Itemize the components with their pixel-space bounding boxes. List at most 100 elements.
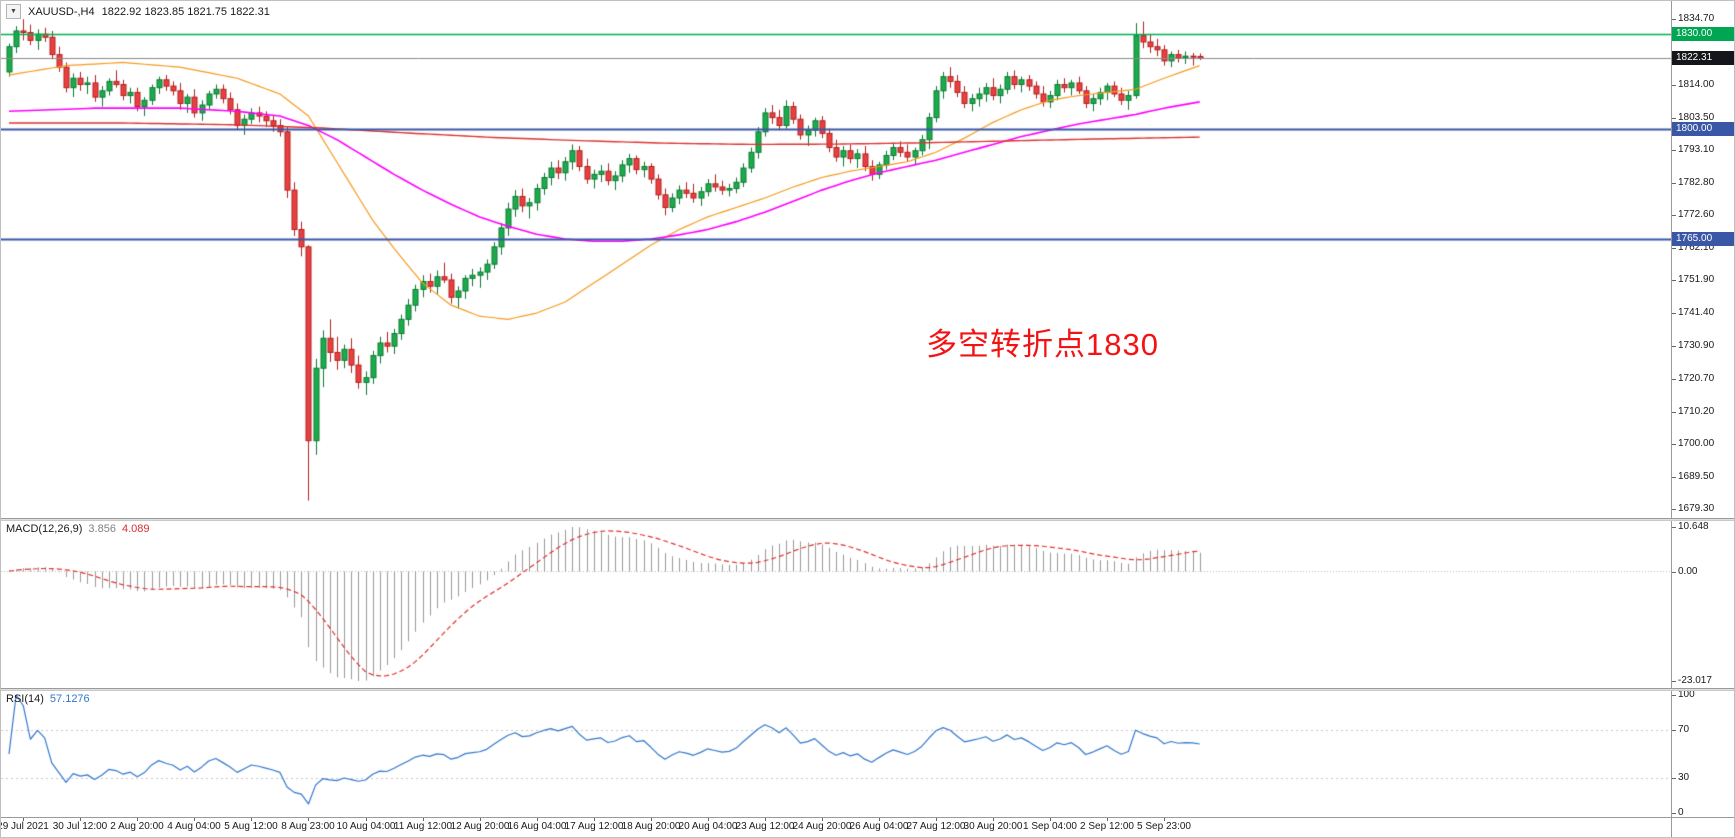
rsi-indicator-canvas[interactable] xyxy=(1,691,1671,817)
time-axis-label: 2 Aug 20:00 xyxy=(110,821,164,832)
price-tick-label: 1793.10 xyxy=(1678,144,1715,155)
price-tick-label: 1772.60 xyxy=(1678,209,1715,220)
rsi-axis-label: 30 xyxy=(1678,772,1690,783)
macd-axis-label: 0.00 xyxy=(1678,566,1698,577)
macd-signal-value: 4.089 xyxy=(121,523,150,535)
macd-tick-dash xyxy=(1671,527,1676,528)
time-axis-tick xyxy=(80,817,81,821)
time-axis-label: 20 Aug 04:00 xyxy=(678,821,738,832)
price-tick-dash xyxy=(1671,346,1676,347)
price-tick-label: 1814.00 xyxy=(1678,79,1715,90)
time-axis-label: 10 Aug 04:00 xyxy=(336,821,396,832)
price-tick-dash xyxy=(1671,118,1676,119)
macd-axis-label: 10.648 xyxy=(1678,521,1709,532)
time-axis-tick xyxy=(1050,817,1051,821)
time-axis-tick xyxy=(1107,817,1108,821)
price-tick-dash xyxy=(1671,477,1676,478)
price-tick-label: 1782.80 xyxy=(1678,177,1715,188)
rsi-axis-label: 100 xyxy=(1678,689,1695,700)
time-axis-label: 8 Aug 23:00 xyxy=(281,821,335,832)
price-tick-dash xyxy=(1671,85,1676,86)
time-axis-label: 5 Aug 12:00 xyxy=(224,821,278,832)
time-axis-tick xyxy=(480,817,481,821)
price-tick-label: 1689.50 xyxy=(1678,471,1715,482)
chart-menu-dropdown-icon[interactable]: ▼ xyxy=(6,4,21,19)
price-tick-label: 1834.70 xyxy=(1678,13,1715,24)
price-badge-support-level[interactable]: 1765.00 xyxy=(1672,232,1734,246)
time-axis-border xyxy=(1,817,1734,818)
price-tick-label: 1679.30 xyxy=(1678,503,1715,514)
macd-indicator-label-row: MACD(12,26,9) 3.856 4.089 xyxy=(6,523,149,535)
time-axis-tick xyxy=(194,817,195,821)
annotation-text: 多空转折点1830 xyxy=(926,327,1159,362)
time-axis-tick xyxy=(765,817,766,821)
rsi-axis-label: 70 xyxy=(1678,724,1690,735)
price-tick-dash xyxy=(1671,379,1676,380)
rsi-tick-dash xyxy=(1671,695,1676,696)
price-tick-dash xyxy=(1671,444,1676,445)
time-axis-label: 17 Aug 12:00 xyxy=(564,821,624,832)
main-price-chart-canvas[interactable] xyxy=(1,1,1671,518)
macd-tick-dash xyxy=(1671,572,1676,573)
price-tick-label: 1741.40 xyxy=(1678,307,1715,318)
price-tick-label: 1700.00 xyxy=(1678,438,1715,449)
rsi-tick-dash xyxy=(1671,778,1676,779)
time-axis-tick xyxy=(594,817,595,821)
time-axis-tick xyxy=(1164,817,1165,821)
time-axis-label: 11 Aug 12:00 xyxy=(393,821,453,832)
rsi-indicator-label: RSI(14) xyxy=(6,693,44,705)
time-axis-tick xyxy=(308,817,309,821)
time-axis-tick xyxy=(708,817,709,821)
price-tick-dash xyxy=(1671,248,1676,249)
time-axis-tick xyxy=(537,817,538,821)
time-axis-label: 4 Aug 04:00 xyxy=(167,821,221,832)
time-axis-label: 24 Aug 20:00 xyxy=(792,821,852,832)
price-tick-label: 1751.90 xyxy=(1678,274,1715,285)
time-axis-label: 30 Jul 12:00 xyxy=(52,821,108,832)
macd-axis-label: -23.017 xyxy=(1678,675,1712,686)
rsi-tick-dash xyxy=(1671,730,1676,731)
time-axis-label: 18 Aug 20:00 xyxy=(621,821,681,832)
time-axis-label: 16 Aug 04:00 xyxy=(507,821,567,832)
macd-indicator-label: MACD(12,26,9) xyxy=(6,523,83,535)
time-axis-label: 30 Aug 20:00 xyxy=(963,821,1023,832)
time-axis-label: 26 Aug 04:00 xyxy=(849,821,909,832)
time-axis-tick xyxy=(822,817,823,821)
time-axis-label: 27 Aug 12:00 xyxy=(906,821,966,832)
price-badge-current-price: 1822.31 xyxy=(1672,51,1734,65)
price-badge-support-level[interactable]: 1800.00 xyxy=(1672,122,1734,136)
price-badge-resistance-level[interactable]: 1830.00 xyxy=(1672,27,1734,41)
rsi-value: 57.1276 xyxy=(49,693,90,705)
price-tick-dash xyxy=(1671,215,1676,216)
time-axis-label: 23 Aug 12:00 xyxy=(735,821,795,832)
time-axis-label: 29 Jul 2021 xyxy=(0,821,49,832)
price-tick-dash xyxy=(1671,509,1676,510)
panel-separator[interactable] xyxy=(1,518,1734,521)
time-axis-tick xyxy=(137,817,138,821)
time-axis-tick xyxy=(423,817,424,821)
time-axis-tick xyxy=(251,817,252,821)
macd-indicator-canvas[interactable] xyxy=(1,521,1671,688)
time-axis-tick xyxy=(366,817,367,821)
price-tick-dash xyxy=(1671,412,1676,413)
price-tick-dash xyxy=(1671,313,1676,314)
time-axis-tick xyxy=(23,817,24,821)
rsi-tick-dash xyxy=(1671,813,1676,814)
time-axis-label: 5 Sep 23:00 xyxy=(1137,821,1191,832)
time-axis-tick xyxy=(993,817,994,821)
chart-title-bar: ▼ XAUUSD-,H4 1822.92 1823.85 1821.75 182… xyxy=(6,4,270,19)
price-tick-label: 1710.20 xyxy=(1678,406,1715,417)
price-tick-dash xyxy=(1671,280,1676,281)
symbol-timeframe-label: XAUUSD-,H4 xyxy=(28,5,95,18)
price-tick-label: 1730.90 xyxy=(1678,340,1715,351)
time-axis-tick xyxy=(651,817,652,821)
rsi-axis-label: 0 xyxy=(1678,807,1684,818)
price-tick-label: 1803.50 xyxy=(1678,112,1715,123)
time-axis-tick xyxy=(936,817,937,821)
price-tick-dash xyxy=(1671,183,1676,184)
price-axis-border xyxy=(1671,1,1672,837)
panel-separator[interactable] xyxy=(1,688,1734,691)
macd-value: 3.856 xyxy=(88,523,116,535)
time-axis-label: 1 Sep 04:00 xyxy=(1023,821,1077,832)
